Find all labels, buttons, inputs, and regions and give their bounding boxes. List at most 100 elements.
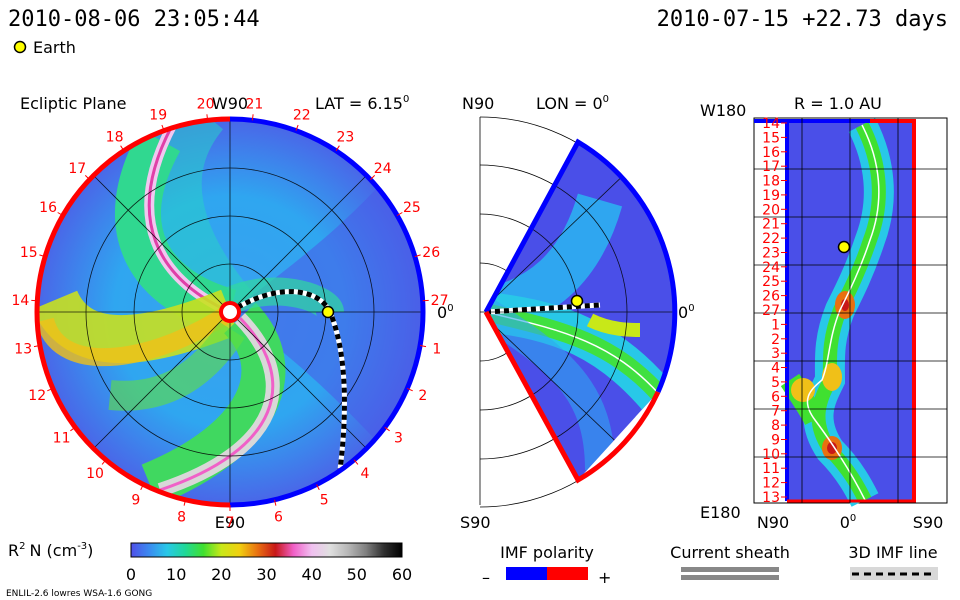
- carrington-tick-mark: [414, 254, 421, 258]
- carrington-tick-label: 12: [28, 388, 46, 404]
- colorbar-tick-label: 40: [302, 565, 322, 584]
- ecliptic-polarity-rim-negative: [34, 116, 231, 508]
- radial-tick-label: 3: [771, 346, 780, 362]
- radial-tick-label: 13: [762, 490, 780, 506]
- radial-polarity-edge-negative: [785, 121, 789, 501]
- carrington-tick-mark: [251, 114, 254, 121]
- colorbar-tick-label: 60: [392, 565, 412, 584]
- carrington-tick-mark: [33, 345, 40, 348]
- radial-tick-label: 23: [762, 246, 780, 262]
- radial-tick-label: 11: [762, 461, 780, 477]
- carrington-tick-label: 5: [320, 493, 329, 509]
- radial-tick-label: 14: [762, 116, 780, 132]
- meridional-top-left-label: N90: [462, 94, 494, 113]
- carrington-tick-mark: [57, 212, 64, 216]
- colorbar-tick-label: 10: [166, 565, 186, 584]
- meridional-density-map: [486, 142, 675, 480]
- imf-plus-label: +: [598, 568, 611, 587]
- imf-negative-swatch: [506, 567, 547, 580]
- radial-bottom-left-label: E180: [700, 503, 741, 522]
- colorbar-tick-label: 20: [211, 565, 231, 584]
- carrington-tick-label: 19: [149, 108, 167, 124]
- radial-tick-label: 8: [771, 418, 780, 434]
- carrington-tick-mark: [396, 212, 403, 216]
- carrington-tick-label: 10: [86, 466, 104, 482]
- carrington-tick-mark: [101, 459, 107, 465]
- ecliptic-polarity-rim-positive: [229, 116, 426, 508]
- earth-legend-label: Earth: [33, 38, 76, 57]
- radial-tick-label: 24: [762, 260, 780, 276]
- earth-marker-icon: [13, 40, 27, 54]
- ecliptic-bottom-label: E90: [215, 513, 245, 532]
- radial-earth-icon: [837, 240, 851, 254]
- radial-top-left-label: W180: [700, 101, 746, 120]
- radial-x-label-zero: 00: [840, 513, 857, 532]
- carrington-tick-label: 18: [106, 130, 124, 146]
- radial-x-label-south: S90: [913, 513, 944, 532]
- carrington-tick-label: 8: [177, 509, 186, 525]
- earth-position-icon: [321, 305, 335, 319]
- carrington-tick-label: 1: [432, 342, 441, 358]
- colorbar-tick-label: 50: [347, 565, 367, 584]
- model-footer-text: ENLIL-2.6 lowres WSA-1.6 GONG: [6, 589, 152, 599]
- carrington-tick-mark: [140, 484, 144, 491]
- carrington-tick-label: 25: [403, 200, 421, 216]
- ecliptic-plane-panel: Ecliptic Plane LAT = 6.150 W90 E90 00: [11, 94, 453, 532]
- meridional-right-label: 00: [678, 303, 695, 322]
- imf-line-title: 3D IMF line: [848, 543, 937, 562]
- carrington-tick-mark: [407, 387, 413, 392]
- meridional-panel: N90 LON = 00 S90 00: [460, 94, 695, 532]
- colorbar-tick-label: 30: [256, 565, 276, 584]
- carrington-tick-mark: [420, 345, 427, 348]
- radial-tick-label: 22: [762, 231, 780, 247]
- carrington-tick-mark: [84, 175, 90, 180]
- radial-tick-label: 4: [771, 361, 780, 377]
- carrington-tick-label: 23: [336, 130, 354, 146]
- radial-tick-labels: 1415161718192021222324252627123456789101…: [762, 116, 787, 506]
- imf-polarity-title: IMF polarity: [500, 543, 594, 562]
- density-colorbar: R2 N (cm-3) 0 10 20 30 40 50 60: [8, 541, 412, 584]
- carrington-tick-label: 3: [394, 430, 403, 446]
- radial-tick-label: 25: [762, 274, 780, 290]
- carrington-tick-label: 15: [20, 245, 38, 261]
- radial-tick-label: 10: [762, 447, 780, 463]
- carrington-tick-mark: [384, 426, 390, 432]
- radial-x-label-north: N90: [757, 513, 789, 532]
- ecliptic-title: Ecliptic Plane: [20, 94, 126, 113]
- carrington-tick-label: 27: [431, 293, 449, 309]
- colorbar-tick-label: 0: [126, 565, 136, 584]
- carrington-tick-mark: [370, 175, 376, 180]
- imf-positive-swatch: [547, 567, 588, 580]
- carrington-tick-label: 20: [197, 96, 215, 112]
- carrington-tick-label: 24: [374, 161, 392, 177]
- colorbar-label: R2 N (cm-3): [8, 541, 93, 560]
- colorbar-strip: [130, 542, 403, 558]
- radial-tick-label: 17: [762, 159, 780, 175]
- radial-tick-label: 6: [771, 389, 780, 405]
- ecliptic-top-label: W90: [212, 94, 248, 113]
- meridional-earth-icon: [570, 294, 584, 308]
- radial-tick-label: 12: [762, 476, 780, 492]
- carrington-tick-label: 16: [39, 200, 57, 216]
- carrington-tick-mark: [161, 124, 165, 131]
- radial-polarity-edge-positive: [912, 121, 916, 501]
- radial-tick-label: 27: [762, 303, 780, 319]
- ecliptic-lat-label: LAT = 6.150: [315, 94, 409, 113]
- carrington-tick-label: 17: [68, 161, 86, 177]
- carrington-tick-label: 13: [14, 342, 32, 358]
- carrington-tick-label: 6: [274, 509, 283, 525]
- carrington-tick-label: 14: [11, 293, 29, 309]
- carrington-tick-label: 7: [226, 515, 235, 531]
- radial-title: R = 1.0 AU: [794, 94, 882, 113]
- radial-tick-label: 20: [762, 202, 780, 218]
- carrington-tick-mark: [353, 459, 359, 465]
- carrington-tick-label: 4: [361, 466, 370, 482]
- radial-tick-label: 26: [762, 289, 780, 305]
- radial-tick-label: 7: [771, 404, 780, 420]
- current-sheath-title: Current sheath: [670, 543, 790, 562]
- meridional-bottom-label: S90: [460, 513, 491, 532]
- carrington-tick-label: 9: [131, 493, 140, 509]
- carrington-tick-mark: [39, 254, 46, 258]
